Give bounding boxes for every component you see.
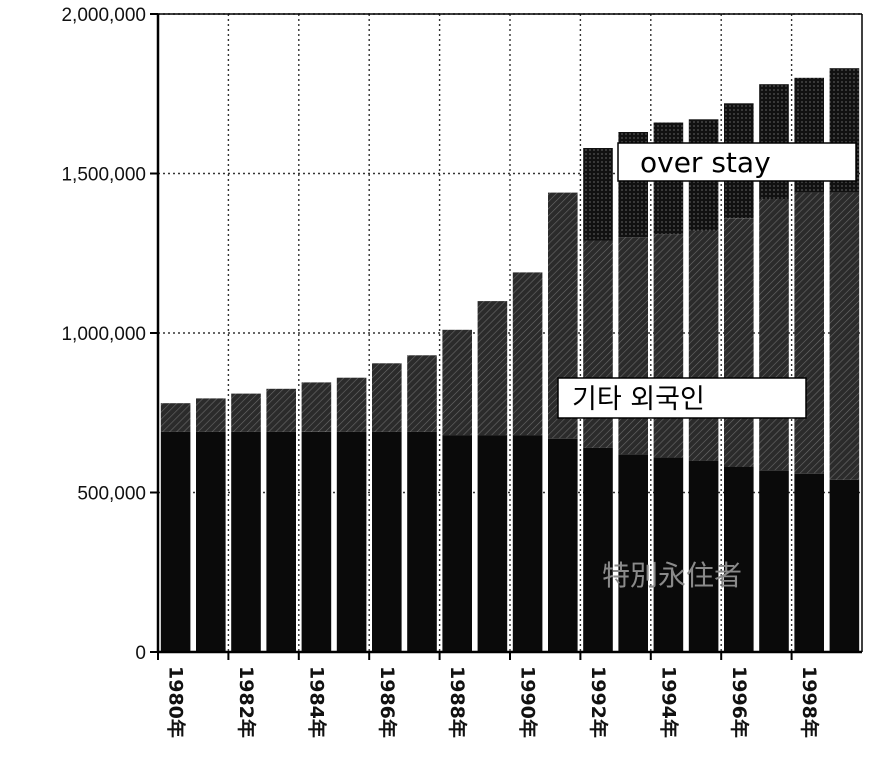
- y-tick-label-1: 500,000: [77, 484, 146, 505]
- annotation-overstay-label: over stay: [640, 146, 771, 179]
- bar-1995-series-1: [688, 230, 719, 461]
- bar-1988-series-1: [442, 329, 472, 436]
- bar-1987-series-1: [407, 355, 437, 432]
- y-tick-label-0: 0: [135, 643, 146, 664]
- y-tick-label-2: 1,000,000: [61, 324, 146, 345]
- bar-1981-series-0: [196, 431, 226, 652]
- bar-1981-series-1: [196, 398, 226, 432]
- bar-1991-series-0: [548, 438, 578, 652]
- bar-1983-series-0: [266, 431, 296, 652]
- bar-1980-series-0: [160, 431, 191, 652]
- bar-1992-series-0: [583, 447, 613, 652]
- x-tick-label-1994: 1994年: [657, 666, 680, 738]
- bar-1985-series-1: [336, 377, 367, 432]
- grid-lines: [158, 13, 862, 652]
- bar-1997-series-0: [759, 470, 789, 652]
- bar-1994-series-0: [653, 457, 684, 652]
- bar-1990-series-1: [512, 272, 543, 436]
- y-tick-label-3: 1,500,000: [61, 165, 146, 186]
- bar-1998-series-0: [794, 473, 824, 652]
- y-tick-label-4: 2,000,000: [61, 5, 146, 26]
- x-tick-label-1996: 1996年: [728, 666, 751, 738]
- bar-1993-series-1: [618, 237, 648, 455]
- x-axis-ticks: 1980年 1982年 1984年 1986年 1988年 1990年 1992年 1994年…: [157, 652, 821, 738]
- bar-1998-series-1: [794, 192, 824, 474]
- annotation-overstay: over stay: [617, 142, 857, 182]
- x-tick-label-1990: 1990年: [517, 666, 540, 738]
- x-tick-label-1986: 1986年: [376, 666, 399, 738]
- bar-1984-series-0: [301, 431, 332, 652]
- bar-1994-series-1: [653, 234, 684, 458]
- bar-1997-series-2: [759, 84, 789, 199]
- y-axis-ticks: 0 500,000 1,000,000 1,500,000 2,000,000: [61, 5, 158, 664]
- bar-1984-series-1: [301, 382, 332, 432]
- bar-1982-series-0: [231, 431, 261, 652]
- bar-1997-series-1: [759, 199, 789, 471]
- annotation-special-label: 特別永住者: [602, 559, 742, 592]
- x-tick-label-1998: 1998年: [798, 666, 821, 738]
- x-tick-label-1992: 1992年: [587, 666, 610, 738]
- bar-1992-series-2: [583, 148, 613, 241]
- bar-1985-series-0: [336, 431, 367, 652]
- bar-1993-series-0: [618, 454, 648, 652]
- x-tick-label-1980: 1980年: [165, 666, 188, 738]
- bar-1982-series-1: [231, 393, 261, 432]
- x-tick-label-1988: 1988年: [446, 666, 469, 738]
- bar-1996-series-0: [724, 467, 754, 652]
- bar-1989-series-0: [477, 435, 508, 652]
- bar-1989-series-1: [477, 301, 508, 436]
- bar-1986-series-0: [372, 431, 402, 652]
- annotation-other-label: 기타 외국인: [572, 384, 705, 415]
- bar-1988-series-0: [442, 435, 472, 652]
- bar-1986-series-1: [372, 363, 402, 432]
- bar-1999-series-0: [829, 479, 860, 652]
- bar-1995-series-0: [688, 460, 719, 652]
- bar-1980-series-1: [160, 403, 191, 432]
- bar-1983-series-1: [266, 388, 296, 432]
- bar-1987-series-0: [407, 431, 437, 652]
- x-tick-label-1982: 1982年: [235, 666, 258, 738]
- annotation-other: 기타 외국인: [557, 377, 807, 419]
- bar-1996-series-1: [724, 218, 754, 467]
- bar-1999-series-1: [829, 192, 860, 480]
- x-tick-label-1984: 1984年: [305, 666, 328, 738]
- bar-1990-series-0: [512, 435, 543, 652]
